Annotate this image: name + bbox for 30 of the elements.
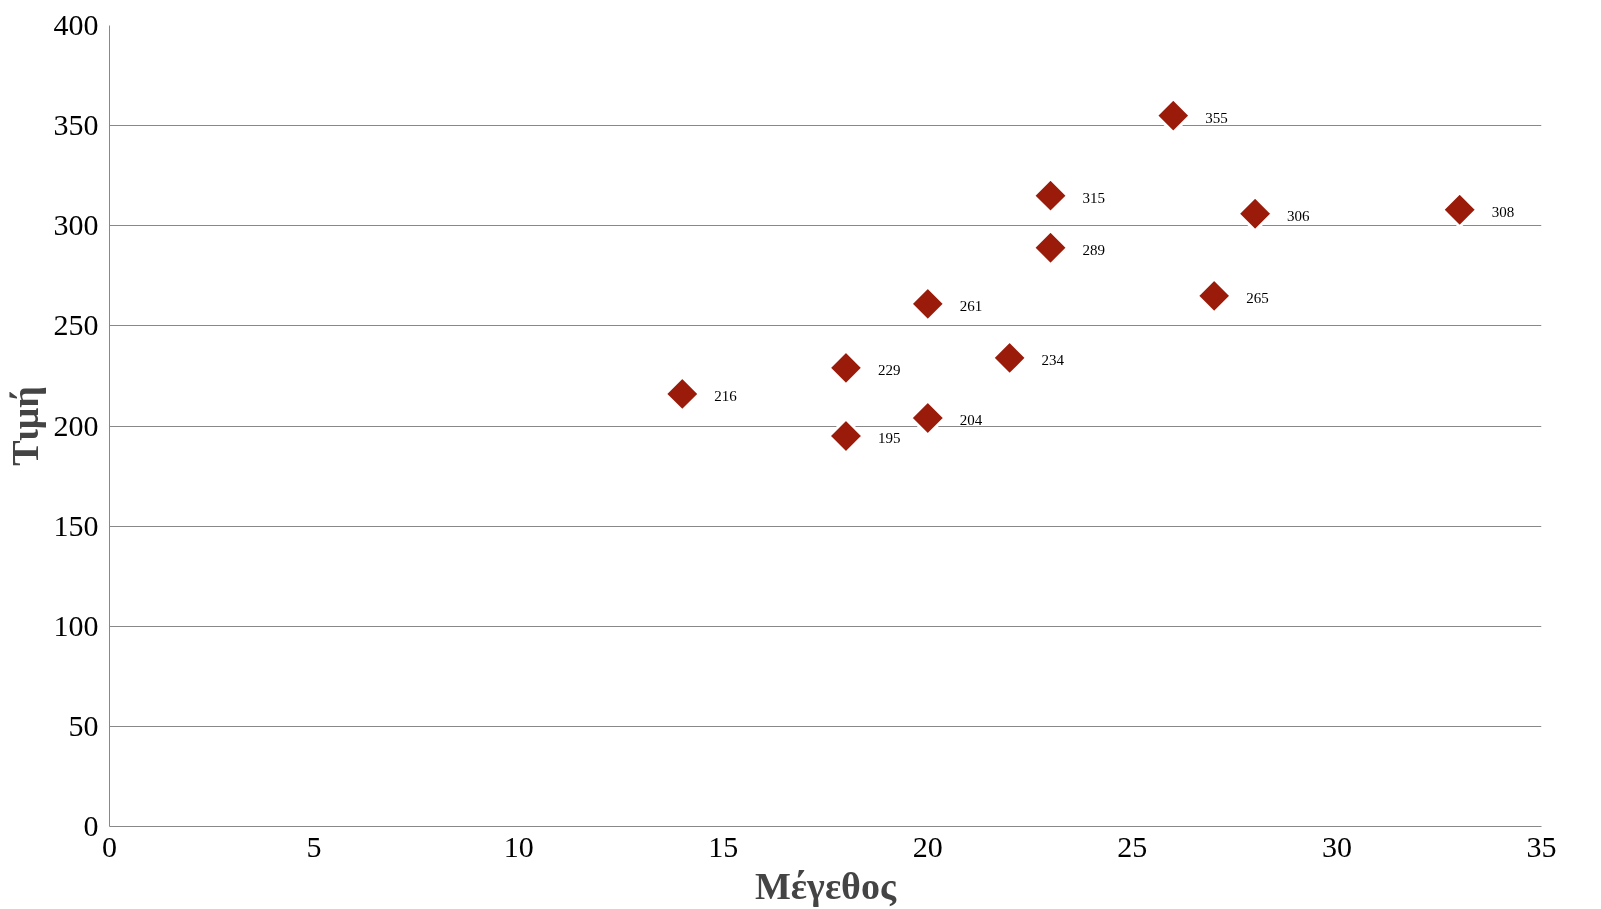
x-tick-label: 35: [1526, 829, 1557, 863]
y-tick-label: 150: [53, 508, 99, 542]
data-label: 315: [1082, 189, 1106, 206]
data-label: 289: [1082, 241, 1106, 258]
y-tick-label: 100: [53, 608, 99, 642]
data-label: 308: [1491, 203, 1515, 220]
data-label: 216: [714, 387, 738, 404]
x-tick-label: 25: [1117, 829, 1148, 863]
y-tick-label: 300: [53, 208, 99, 242]
x-tick-label: 5: [306, 829, 322, 863]
x-tick-label: 20: [912, 829, 943, 863]
data-label: 234: [1041, 351, 1065, 368]
data-label: 355: [1205, 109, 1228, 126]
data-label: 204: [959, 411, 983, 428]
data-label: 229: [877, 361, 901, 378]
x-tick-label: 30: [1321, 829, 1352, 863]
y-axis-title: Τιμή: [3, 386, 46, 466]
data-label: 195: [877, 430, 901, 447]
data-label: 265: [1246, 289, 1269, 306]
y-tick-label: 50: [68, 708, 99, 742]
y-tick-label: 200: [53, 408, 99, 442]
x-tick-label: 15: [708, 829, 739, 863]
data-label: 306: [1287, 207, 1311, 224]
y-tick-label: 250: [53, 308, 99, 342]
y-tick-label: 350: [53, 108, 99, 142]
y-tick-label: 400: [53, 8, 99, 41]
y-tick-label: 0: [83, 809, 99, 842]
x-tick-label: 10: [503, 829, 534, 863]
x-axis-title: Μέγεθος: [755, 864, 897, 907]
data-label: 261: [959, 297, 983, 314]
